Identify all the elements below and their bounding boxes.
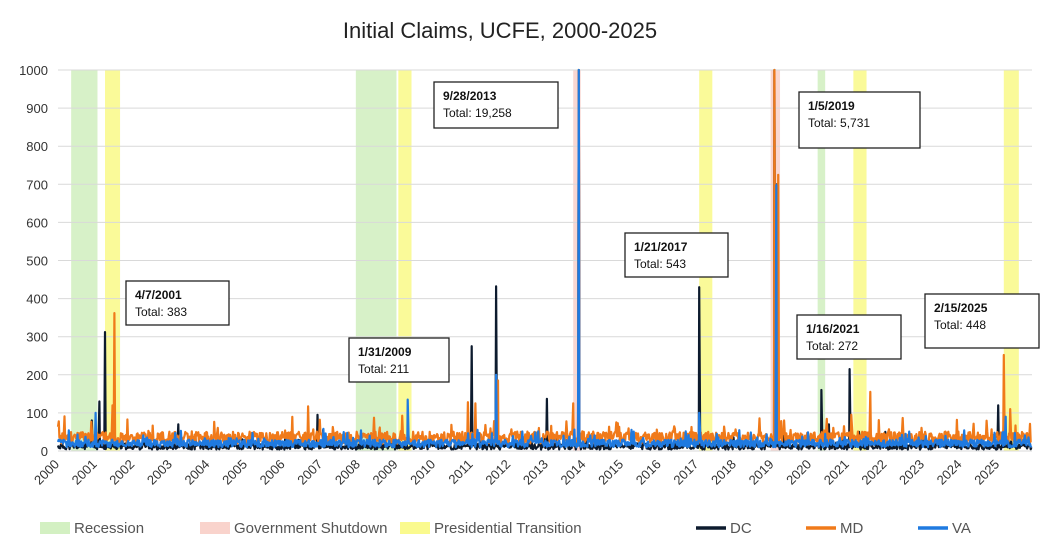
annotation-total: Total: 448: [934, 318, 986, 332]
annotation-date: 2/15/2025: [934, 301, 988, 315]
annotation-date: 1/16/2021: [806, 322, 860, 336]
annotation-total: Total: 211: [358, 362, 409, 376]
x-tick-label: 2001: [69, 457, 100, 488]
legend-item-government-shutdown: Government Shutdown: [200, 520, 387, 537]
legend-label: DC: [730, 520, 752, 537]
annotation-box: [624, 232, 729, 278]
x-tick-label: 2023: [896, 457, 927, 488]
legend-label: VA: [952, 520, 971, 537]
x-tick-label: 2015: [595, 457, 626, 488]
y-tick-label: 1000: [19, 63, 48, 78]
legend-item-va: VA: [918, 520, 971, 537]
series-layer: [56, 68, 1033, 451]
annotation-3: 1/21/2017 Total: 543: [624, 232, 729, 278]
legend-item-dc: DC: [696, 520, 752, 537]
legend-item-presidential-transition: Presidential Transition: [400, 520, 582, 537]
y-tick-label: 500: [26, 254, 48, 269]
annotation-6: 2/15/2025 Total: 448: [924, 293, 1040, 349]
legend-swatch: [400, 522, 430, 534]
annotation-total: Total: 5,731: [808, 116, 870, 130]
y-tick-label: 200: [26, 368, 48, 383]
x-tick-label: 2013: [520, 457, 551, 488]
annotation-box: [433, 81, 559, 129]
x-tick-label: 2006: [257, 457, 288, 488]
grid-layer: [58, 69, 1032, 452]
x-tick-label: 2024: [934, 457, 965, 488]
chart-title: Initial Claims, UCFE, 2000-2025: [343, 18, 657, 43]
series-line-va: [56, 68, 1033, 449]
x-tick-label: 2012: [482, 457, 513, 488]
x-tick-label: 2022: [858, 457, 889, 488]
y-tick-label: 300: [26, 330, 48, 345]
y-tick-label: 400: [26, 292, 48, 307]
annotation-box: [125, 280, 230, 326]
x-tick-label: 2000: [31, 457, 62, 488]
legend-swatch: [200, 522, 230, 534]
x-tick-label: 2005: [219, 457, 250, 488]
x-tick-label: 2004: [181, 457, 212, 488]
legend-swatch: [40, 522, 70, 534]
annotation-total: Total: 543: [634, 257, 686, 271]
x-tick-label: 2014: [558, 457, 589, 488]
x-tick-label: 2011: [445, 457, 475, 487]
series-line-md: [56, 68, 1032, 445]
annotation-box: [796, 314, 902, 360]
annotation-0: 4/7/2001 Total: 383: [125, 280, 230, 326]
annotation-1: 1/31/2009 Total: 211: [348, 337, 450, 383]
x-tick-label: 2016: [633, 457, 664, 488]
annotation-date: 1/5/2019: [808, 99, 855, 113]
legend-item-md: MD: [806, 520, 863, 537]
y-tick-label: 600: [26, 215, 48, 230]
annotation-date: 1/21/2017: [634, 240, 688, 254]
x-tick-label: 2008: [332, 457, 363, 488]
annotation-box: [798, 91, 921, 149]
x-tick-label: 2020: [783, 457, 814, 488]
annotation-layer: 4/7/2001 Total: 383 1/31/2009 Total: 211 9/2…: [125, 81, 1040, 383]
y-tick-label: 800: [26, 139, 48, 154]
legend: Recession Government Shutdown Presidential…: [40, 520, 971, 537]
x-tick-label: 2025: [971, 457, 1002, 488]
x-tick-label: 2018: [708, 457, 739, 488]
annotation-2: 9/28/2013 Total: 19,258: [433, 81, 559, 129]
annotation-date: 1/31/2009: [358, 345, 412, 359]
annotation-total: Total: 272: [806, 339, 858, 353]
annotation-box: [924, 293, 1040, 349]
annotation-total: Total: 19,258: [443, 106, 512, 120]
y-tick-label: 900: [26, 101, 48, 116]
x-tick-label: 2009: [370, 457, 401, 488]
annotation-box: [348, 337, 450, 383]
x-tick-label: 2019: [746, 457, 777, 488]
legend-label: Presidential Transition: [434, 520, 582, 537]
x-tick-label: 2021: [821, 457, 852, 488]
y-tick-label: 700: [26, 177, 48, 192]
annotation-total: Total: 383: [135, 305, 187, 319]
x-tick-label: 2010: [407, 457, 438, 488]
x-tick-label: 2007: [294, 457, 325, 488]
annotation-date: 4/7/2001: [135, 288, 182, 302]
y-tick-label: 0: [41, 444, 48, 459]
y-tick-label: 100: [26, 406, 48, 421]
annotation-5: 1/16/2021 Total: 272: [796, 314, 902, 360]
legend-item-recession: Recession: [40, 520, 144, 537]
annotation-date: 9/28/2013: [443, 89, 497, 103]
legend-label: Government Shutdown: [234, 520, 387, 537]
legend-label: MD: [840, 520, 863, 537]
x-tick-label: 2003: [144, 457, 175, 488]
annotation-4: 1/5/2019 Total: 5,731: [798, 91, 921, 149]
x-tick-label: 2002: [106, 457, 137, 488]
x-tick-label: 2017: [670, 457, 701, 488]
legend-label: Recession: [74, 520, 144, 537]
